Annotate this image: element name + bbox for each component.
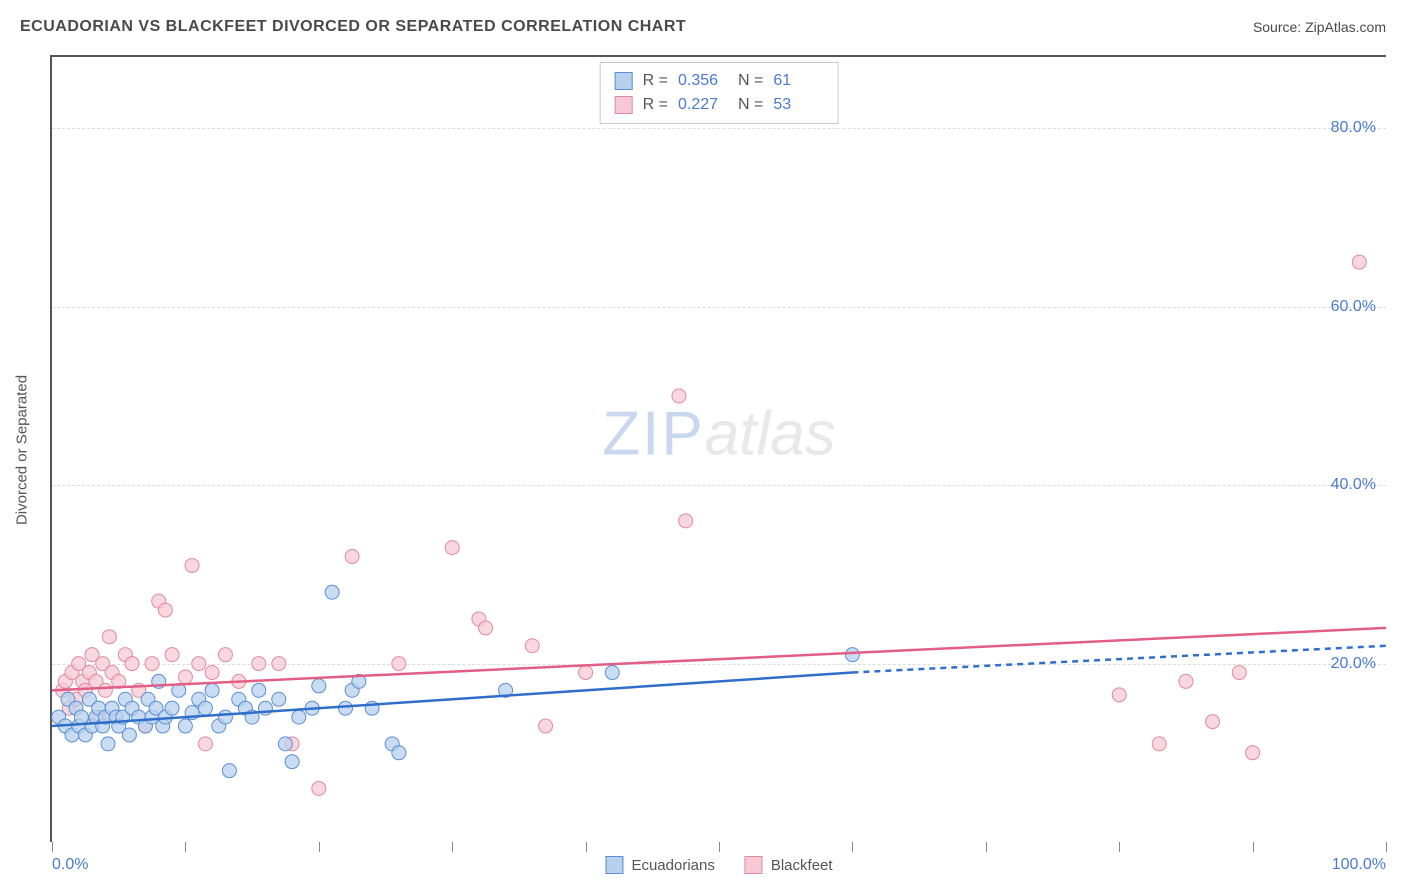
swatch-blue	[615, 72, 633, 90]
stats-row-ecuadorians: R = 0.356 N = 61	[615, 69, 824, 93]
source-label: Source: ZipAtlas.com	[1253, 19, 1386, 35]
swatch-blue	[605, 856, 623, 874]
scatter-point	[101, 737, 115, 751]
x-tick	[586, 842, 587, 852]
y-axis-label: Divorced or Separated	[14, 374, 31, 524]
scatter-point	[165, 701, 179, 715]
scatter-point	[1179, 674, 1193, 688]
legend-label-ecuadorians: Ecuadorians	[631, 857, 714, 874]
scatter-point	[579, 666, 593, 680]
scatter-point	[325, 585, 339, 599]
scatter-svg	[52, 57, 1386, 842]
scatter-point	[205, 683, 219, 697]
scatter-point	[392, 657, 406, 671]
scatter-point	[445, 541, 459, 555]
scatter-point	[252, 683, 266, 697]
scatter-point	[1152, 737, 1166, 751]
scatter-point	[272, 657, 286, 671]
swatch-pink	[615, 96, 633, 114]
chart-title: ECUADORIAN VS BLACKFEET DIVORCED OR SEPA…	[20, 18, 686, 36]
r-value-ecuadorians: 0.356	[678, 69, 728, 93]
scatter-point	[252, 657, 266, 671]
x-tick	[319, 842, 320, 852]
n-label: N =	[738, 93, 763, 117]
n-value-ecuadorians: 61	[773, 69, 823, 93]
x-tick	[852, 842, 853, 852]
chart-plot-area: Divorced or Separated ZIPatlas 20.0%40.0…	[50, 55, 1386, 842]
x-tick	[1119, 842, 1120, 852]
scatter-point	[1206, 715, 1220, 729]
scatter-point	[1112, 688, 1126, 702]
r-label: R =	[643, 93, 668, 117]
scatter-point	[1352, 255, 1366, 269]
r-value-blackfeet: 0.227	[678, 93, 728, 117]
scatter-point	[178, 719, 192, 733]
n-label: N =	[738, 69, 763, 93]
legend-item-ecuadorians: Ecuadorians	[605, 856, 714, 874]
scatter-point	[205, 666, 219, 680]
x-tick	[52, 842, 53, 852]
scatter-point	[198, 701, 212, 715]
r-label: R =	[643, 69, 668, 93]
scatter-point	[218, 648, 232, 662]
scatter-point	[278, 737, 292, 751]
scatter-point	[672, 389, 686, 403]
legend-label-blackfeet: Blackfeet	[771, 857, 833, 874]
scatter-point	[218, 710, 232, 724]
scatter-point	[285, 755, 299, 769]
x-tick-label: 100.0%	[1332, 856, 1386, 874]
scatter-point	[272, 692, 286, 706]
scatter-point	[292, 710, 306, 724]
x-tick	[986, 842, 987, 852]
scatter-point	[605, 666, 619, 680]
scatter-point	[312, 679, 326, 693]
scatter-point	[165, 648, 179, 662]
x-tick-label: 0.0%	[52, 856, 88, 874]
scatter-point	[98, 683, 112, 697]
scatter-point	[679, 514, 693, 528]
scatter-point	[845, 648, 859, 662]
scatter-point	[122, 728, 136, 742]
scatter-point	[222, 764, 236, 778]
x-tick	[1253, 842, 1254, 852]
scatter-point	[178, 670, 192, 684]
scatter-point	[192, 657, 206, 671]
scatter-point	[185, 558, 199, 572]
n-value-blackfeet: 53	[773, 93, 823, 117]
x-tick	[185, 842, 186, 852]
scatter-point	[392, 746, 406, 760]
x-tick	[1386, 842, 1387, 852]
scatter-point	[158, 603, 172, 617]
scatter-point	[539, 719, 553, 733]
swatch-pink	[745, 856, 763, 874]
scatter-point	[125, 657, 139, 671]
scatter-point	[198, 737, 212, 751]
legend-bottom: Ecuadorians Blackfeet	[605, 856, 832, 874]
stats-row-blackfeet: R = 0.227 N = 53	[615, 93, 824, 117]
x-tick	[452, 842, 453, 852]
scatter-point	[145, 657, 159, 671]
scatter-point	[1232, 666, 1246, 680]
scatter-point	[345, 550, 359, 564]
scatter-point	[479, 621, 493, 635]
scatter-point	[1246, 746, 1260, 760]
scatter-point	[102, 630, 116, 644]
legend-item-blackfeet: Blackfeet	[745, 856, 833, 874]
scatter-point	[525, 639, 539, 653]
regression-line	[52, 673, 852, 727]
scatter-point	[338, 701, 352, 715]
stats-legend-box: R = 0.356 N = 61 R = 0.227 N = 53	[600, 62, 839, 124]
x-tick	[719, 842, 720, 852]
scatter-point	[312, 781, 326, 795]
